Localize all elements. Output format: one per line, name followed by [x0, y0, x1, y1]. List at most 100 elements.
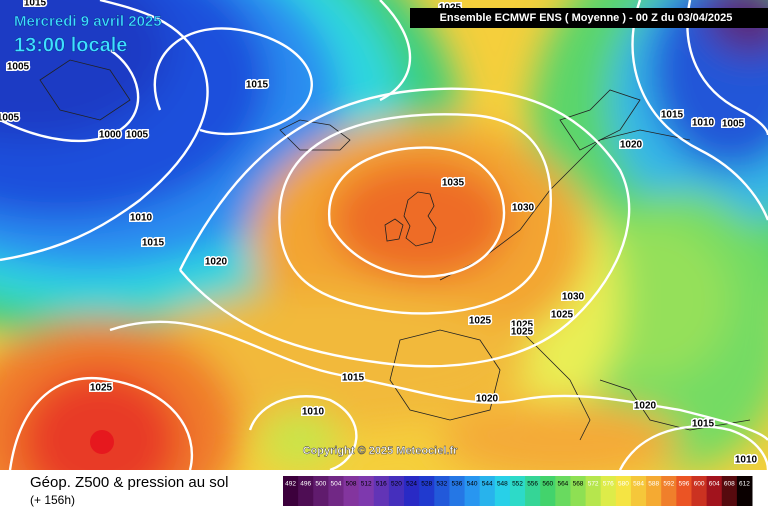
colorbar-swatch [328, 476, 345, 506]
colorbar-label: 528 [421, 481, 432, 488]
isobar-label: 1015 [246, 80, 269, 91]
colorbar-label: 600 [694, 481, 705, 488]
colorbar-swatch [555, 476, 571, 506]
colorbar-label: 592 [663, 481, 674, 488]
colorbar-label: 532 [436, 481, 447, 488]
colorbar-label: 568 [573, 481, 584, 488]
colorbar-swatch [419, 476, 435, 506]
colorbar: 492 496 500 504 508 512 516 520 524 528 532 536 540 5… [283, 476, 753, 506]
colorbar-label: 576 [603, 481, 614, 488]
colorbar-label: 556 [527, 481, 538, 488]
isobar-label: 1005 [126, 130, 149, 141]
colorbar-label: 536 [452, 481, 463, 488]
colorbar-swatch [343, 476, 360, 506]
colorbar-swatch [313, 476, 329, 506]
isobar-label: 1025 [511, 327, 534, 338]
colorbar-swatch [600, 476, 617, 506]
time-label: 13:00 locale [14, 34, 127, 56]
isobar-label: 1035 [442, 178, 465, 189]
isobar-label: 1005 [7, 62, 30, 73]
colorbar-label: 588 [648, 481, 659, 488]
isobar-label: 1010 [692, 118, 715, 129]
colorbar-label: 504 [331, 481, 342, 488]
isobar-label: 1010 [130, 213, 153, 224]
isobar-label: 1020 [634, 401, 657, 412]
colorbar-swatch [676, 476, 692, 506]
isobar-label: 1015 [24, 0, 47, 9]
copyright: Copyright © 2025 Meteociel.fr [303, 445, 459, 457]
colorbar-label: 496 [300, 481, 311, 488]
isobar-label: 1010 [302, 407, 325, 418]
isobar-label: 1005 [722, 119, 745, 130]
isobars [0, 0, 768, 470]
isobar-label: 1030 [562, 292, 585, 303]
isobar-label: 1015 [342, 373, 365, 384]
colorbar-label: 584 [633, 481, 644, 488]
isobar-label: 1015 [692, 419, 715, 430]
colorbar-label: 544 [482, 481, 493, 488]
colorbar-swatch [570, 476, 587, 506]
colorbar-label: 608 [724, 481, 735, 488]
colorbar-label: 508 [346, 481, 357, 488]
colorbar-swatch [509, 476, 526, 506]
isobar-label: 1020 [205, 257, 228, 268]
isobar-label: 1000 [99, 130, 122, 141]
colorbar-swatch [540, 476, 556, 506]
colorbar-label: 612 [739, 481, 750, 488]
colorbar-swatch [358, 476, 375, 506]
model-banner [410, 8, 768, 28]
colorbar-swatch [434, 476, 450, 506]
isobar-label: 1025 [90, 383, 113, 394]
colorbar-label: 604 [709, 481, 720, 488]
model-title: Ensemble ECMWF ENS ( Moyenne ) - 00 Z du… [440, 12, 733, 24]
colorbar-swatch [721, 476, 738, 506]
isobar-label: 1025 [469, 316, 492, 327]
colorbar-swatch [373, 476, 390, 506]
colorbar-label: 512 [361, 481, 372, 488]
coastlines [39, 59, 751, 441]
footer-lead: (+ 156h) [30, 493, 75, 507]
footer-title: Géop. Z500 & pression au sol [30, 474, 228, 491]
isobar-labels: 1025 1015 1005 1005 1000 1005 1015 1010 1015 1020… [0, 0, 759, 467]
colorbar-label: 552 [512, 481, 523, 488]
colorbar-swatch [736, 476, 753, 506]
colorbar-swatch [283, 476, 299, 506]
colorbar-label: 580 [618, 481, 629, 488]
colorbar-swatch [630, 476, 647, 506]
isobar-label: 1020 [476, 394, 499, 405]
isobar-label: 1020 [620, 140, 643, 151]
colorbar-swatch [464, 476, 481, 506]
colorbar-swatch [525, 476, 541, 506]
isobar-label: 1025 [511, 320, 534, 331]
colorbar-label: 564 [557, 481, 568, 488]
colorbar-swatch [706, 476, 723, 506]
colorbar-swatch [585, 476, 602, 506]
isobar-label: 1015 [661, 110, 684, 121]
isobar-label: 1005 [0, 113, 20, 124]
colorbar-label: 560 [542, 481, 553, 488]
isobar-label: 1030 [512, 203, 535, 214]
colorbar-label: 548 [497, 481, 508, 488]
colorbar-swatch [298, 476, 314, 506]
colorbar-label: 524 [406, 481, 417, 488]
isobar-label: 1025 [551, 310, 574, 321]
date-label: Mercredi 9 avril 2025 [14, 13, 162, 30]
colorbar-label: 492 [285, 481, 296, 488]
isobar-label: 1010 [735, 455, 758, 466]
colorbar-label: 516 [376, 481, 387, 488]
colorbar-swatch [404, 476, 420, 506]
colorbar-label: 520 [391, 481, 402, 488]
colorbar-swatch [691, 476, 708, 506]
colorbar-label: 572 [588, 481, 599, 488]
colorbar-swatch [388, 476, 405, 506]
colorbar-swatch [615, 476, 632, 506]
low-core [90, 430, 114, 454]
isobar-label: 1015 [142, 238, 165, 249]
colorbar-swatch [661, 476, 677, 506]
colorbar-swatch [494, 476, 511, 506]
colorbar-swatch [479, 476, 496, 506]
colorbar-label: 596 [678, 481, 689, 488]
